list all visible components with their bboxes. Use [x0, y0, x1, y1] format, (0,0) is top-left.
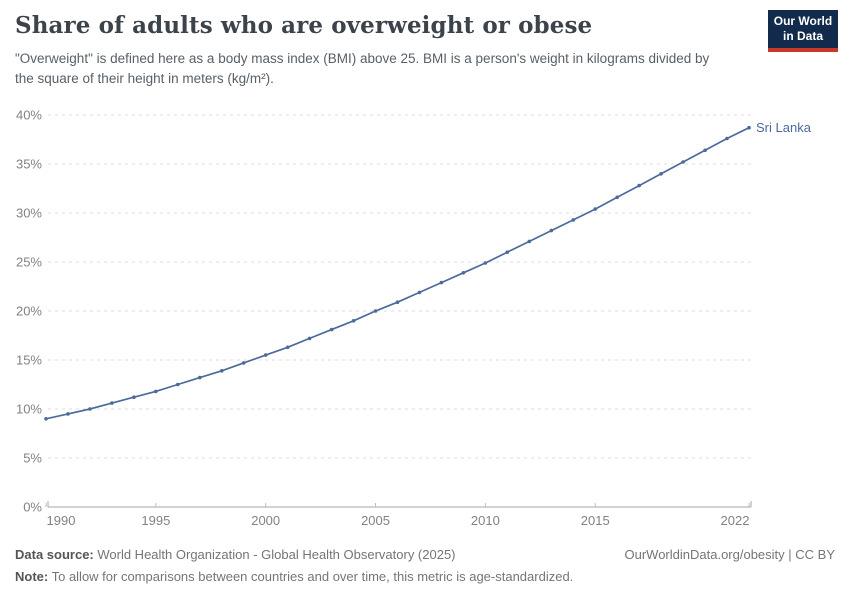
note-value: To allow for comparisons between countri…	[48, 568, 574, 584]
data-point	[88, 407, 92, 411]
x-tick-label: 1990	[47, 513, 76, 528]
line-chart-canvas: 0% 5% 10% 15% 20% 25% 30% 35% 40% 1990 1995 2000 200…	[16, 108, 812, 529]
chart-title: Share of adults who are overweight or ob…	[15, 12, 593, 39]
data-source-value: World Health Organization - Global Healt…	[93, 547, 456, 562]
chart-subtitle: "Overweight" is defined here as a body m…	[15, 51, 710, 87]
chart-area: 0% 5% 10% 15% 20% 25% 30% 35% 40% 1990 1995 2000 200…	[0, 98, 850, 543]
data-point	[66, 412, 70, 416]
data-point	[571, 218, 576, 222]
x-tick-label: 2010	[471, 513, 500, 528]
series-line	[45, 126, 750, 420]
y-tick-label: 0%	[23, 500, 42, 515]
data-point	[703, 148, 707, 153]
chart-footer: Data source: World Health Organization -…	[15, 546, 835, 587]
data-point	[439, 280, 444, 285]
data-point	[593, 207, 597, 211]
y-tick-label: 30%	[16, 206, 42, 221]
note-label: Note:	[15, 568, 49, 584]
data-point	[659, 172, 663, 176]
data-point	[285, 345, 290, 350]
data-point	[725, 136, 729, 141]
y-tick-label: 5%	[23, 451, 42, 466]
y-tick-label: 35%	[16, 157, 42, 172]
data-point	[198, 375, 202, 380]
y-tick-label: 15%	[16, 353, 42, 368]
data-point	[615, 195, 619, 200]
data-point	[417, 290, 422, 295]
owid-logo-line1: Our World	[773, 14, 833, 29]
series-end-label: Sri Lanka	[756, 120, 812, 135]
x-tick-label: 2022	[721, 513, 750, 528]
data-point	[220, 369, 224, 373]
data-point	[527, 239, 532, 244]
data-point	[132, 395, 136, 400]
note-text: Note: To allow for comparisons between c…	[15, 568, 835, 587]
data-point	[681, 160, 685, 164]
x-tick-label: 1995	[141, 513, 170, 528]
data-point	[176, 382, 180, 387]
owid-logo-line2: in Data	[782, 29, 823, 43]
data-point	[263, 353, 268, 357]
data-source-label: Data source:	[15, 547, 94, 562]
data-point	[351, 319, 356, 323]
data-point	[241, 361, 246, 365]
data-point	[307, 336, 312, 341]
data-point	[461, 271, 466, 275]
data-point	[549, 228, 554, 233]
owid-logo-box: Our World in Data	[768, 10, 838, 48]
x-tick-label: 2005	[361, 513, 390, 528]
data-point	[395, 300, 400, 304]
y-tick-label: 40%	[16, 108, 42, 123]
x-tick-label: 2000	[251, 513, 280, 528]
data-point	[110, 401, 114, 405]
data-point	[505, 250, 510, 254]
owid-url-link[interactable]: OurWorldinData.org/obesity | CC BY	[624, 547, 836, 562]
owid-logo-stripe	[768, 48, 838, 52]
y-tick-label: 20%	[16, 304, 42, 319]
data-point	[154, 389, 158, 394]
chart-header: Share of adults who are overweight or ob…	[15, 12, 755, 90]
x-tick-label: 2015	[581, 513, 610, 528]
data-point	[373, 309, 378, 313]
y-tick-label: 10%	[16, 402, 42, 417]
data-source-text: Data source: World Health Organization -…	[15, 546, 456, 565]
y-tick-label: 25%	[16, 255, 42, 270]
data-point	[747, 125, 751, 130]
data-point	[44, 417, 48, 421]
data-point	[637, 183, 641, 188]
owid-logo[interactable]: Our World in Data	[768, 10, 838, 52]
data-point	[329, 327, 334, 332]
data-point	[483, 261, 488, 265]
